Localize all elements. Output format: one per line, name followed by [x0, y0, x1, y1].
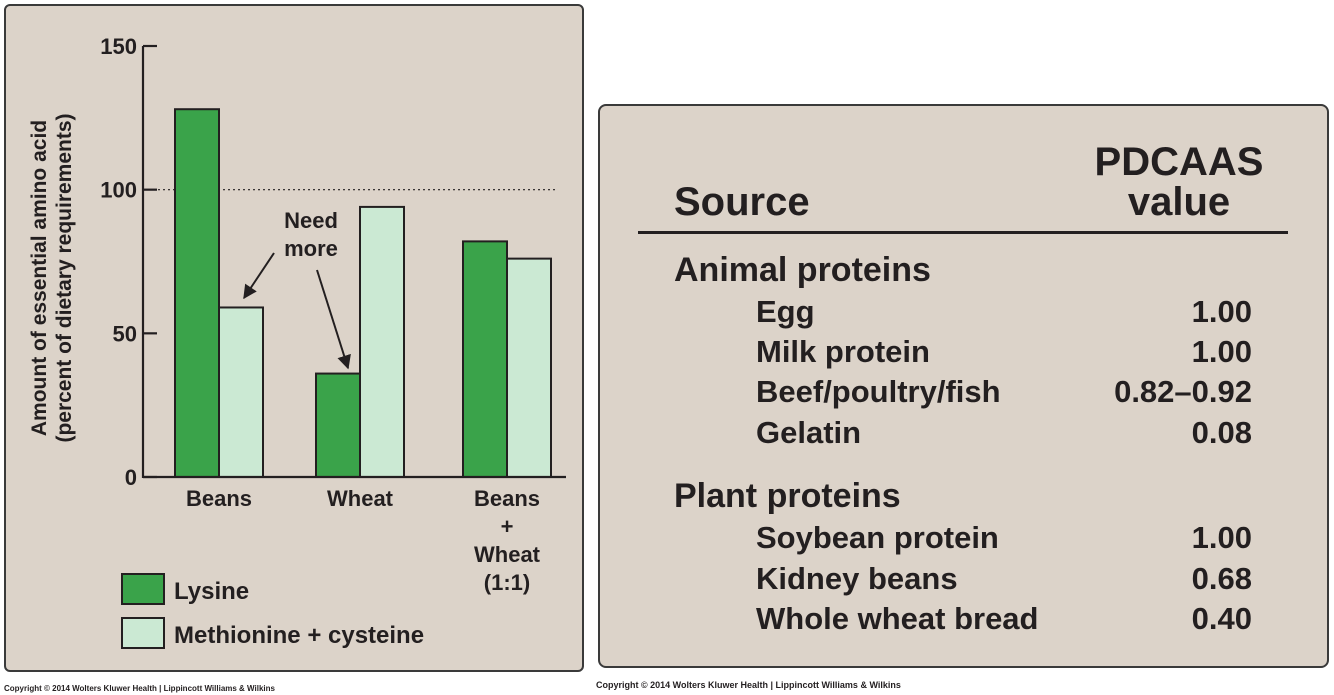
legend-label-methionine-cysteine: Methionine + cysteine [174, 622, 424, 649]
x-category-label: Wheat [474, 542, 541, 567]
y-tick-label: 150 [100, 34, 137, 59]
y-axis-title-line1: Amount of essential amino acid [28, 120, 51, 436]
table-row: Kidney beans 0.68 [756, 561, 1252, 597]
table-row: Beef/poultry/fish 0.82–0.92 [756, 374, 1252, 410]
y-axis-title-line2: (percent of dietary requirements) [53, 113, 76, 442]
header-divider [638, 231, 1288, 234]
x-category-label: Beans [186, 486, 252, 511]
header-value-line2: value [1127, 180, 1231, 224]
row-value: 1.00 [1191, 520, 1252, 555]
table-row: Gelatin 0.08 [756, 415, 1252, 451]
annotation-need-more: more [284, 236, 338, 261]
row-value: 0.82–0.92 [1114, 374, 1252, 409]
legend-swatch-lysine [121, 573, 165, 605]
bar-methionine-cysteine [359, 205, 405, 478]
pdcaas-table-panel: Source PDCAAS value Animal proteins Egg … [598, 104, 1329, 668]
x-category-label: Wheat [327, 486, 394, 511]
header-pdcaas-value: PDCAAS value [1079, 142, 1279, 222]
table-row: Milk protein 1.00 [756, 334, 1252, 370]
group-title-animal: Animal proteins [674, 251, 931, 289]
table-row: Egg 1.00 [756, 294, 1252, 330]
row-value: 1.00 [1191, 294, 1252, 329]
row-value: 1.00 [1191, 334, 1252, 369]
annotation-need-more: Need [284, 208, 338, 233]
row-name: Gelatin [756, 415, 862, 450]
y-tick-label: 0 [125, 465, 137, 490]
header-source: Source [674, 180, 810, 224]
y-tick-label: 50 [113, 321, 137, 346]
legend-swatch-methionine-cysteine [121, 617, 165, 649]
legend-label-lysine: Lysine [174, 578, 249, 605]
bar-lysine [315, 372, 361, 478]
bar-lysine [174, 108, 220, 478]
copyright-left: Copyright © 2014 Wolters Kluwer Health |… [4, 684, 275, 693]
annotation-arrow-wheat [316, 269, 351, 370]
copyright-right: Copyright © 2014 Wolters Kluwer Health |… [596, 680, 901, 690]
row-name: Whole wheat bread [756, 601, 1039, 636]
x-category-label: (1:1) [484, 570, 530, 595]
annotation-arrow-beans [243, 252, 275, 300]
row-name: Beef/poultry/fish [756, 374, 1001, 409]
bar-methionine-cysteine [218, 306, 264, 478]
table-row: Whole wheat bread 0.40 [756, 601, 1252, 637]
amino-acid-chart-panel: 0 50 100 150 Amount of essential amino acid(… [4, 4, 584, 672]
table-row: Soybean protein 1.00 [756, 520, 1252, 556]
row-name: Egg [756, 294, 815, 329]
row-name: Soybean protein [756, 520, 999, 555]
y-tick-label: 100 [100, 178, 137, 203]
header-value-line1: PDCAAS [1094, 140, 1264, 184]
row-name: Kidney beans [756, 561, 958, 596]
group-title-plant: Plant proteins [674, 477, 901, 515]
row-value: 0.40 [1191, 601, 1252, 636]
bar-methionine-cysteine [506, 257, 552, 478]
bar-lysine [462, 240, 508, 478]
x-category-label: + [501, 514, 514, 539]
row-name: Milk protein [756, 334, 930, 369]
x-category-label: Beans [474, 486, 540, 511]
row-value: 0.68 [1191, 561, 1252, 596]
row-value: 0.08 [1191, 415, 1252, 450]
